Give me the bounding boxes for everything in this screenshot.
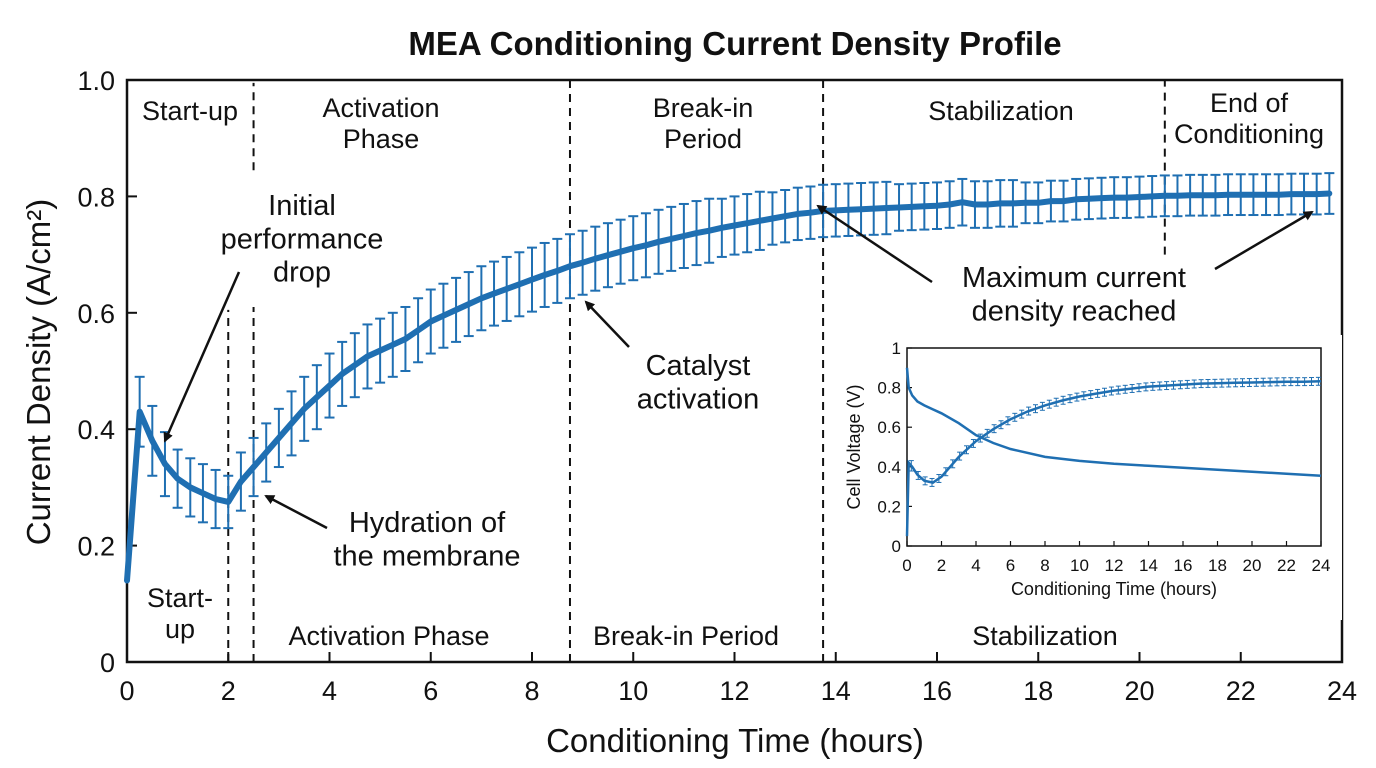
inset-x-tick-label: 18 <box>1208 556 1227 575</box>
x-tick-label: 20 <box>1124 676 1154 706</box>
phase-label-bottom: Stabilization <box>972 621 1118 651</box>
inset-x-axis-label: Conditioning Time (hours) <box>1011 579 1217 599</box>
y-tick-label: 0.6 <box>77 299 115 329</box>
inset-x-tick-label: 24 <box>1312 556 1331 575</box>
y-tick-label: 0 <box>100 648 115 678</box>
x-axis-label: Conditioning Time (hours) <box>546 722 924 759</box>
inset-plot: 0 2 4 6 8 10 12 14 16 18 20 22 24 00.20.40.60.81 Con… <box>832 335 1342 620</box>
x-tick-label: 2 <box>221 676 236 706</box>
phase-label-bottom: Break-in Period <box>593 621 779 651</box>
x-tick-label: 0 <box>119 676 134 706</box>
y-tick-label: 1.0 <box>77 66 115 96</box>
inset-x-tick-label: 10 <box>1070 556 1089 575</box>
annotation-arrow <box>163 271 241 443</box>
annotation-arrow <box>1214 210 1314 271</box>
annotation-text: Hydration of the membrane <box>334 507 521 572</box>
inset-y-axis-label: Cell Voltage (V) <box>844 384 864 509</box>
phase-labels: Start-up Activation Phase Break-in Period Sta… <box>142 88 1324 651</box>
inset-y-tick-label: 0 <box>892 537 901 556</box>
y-tick-label: 0.8 <box>77 182 115 212</box>
x-axis: 0 2 4 6 8 10 12 14 16 18 20 22 24 <box>119 652 1357 706</box>
phase-label-top: Stabilization <box>928 96 1074 126</box>
phase-label-top: Start-up <box>142 96 238 126</box>
inset-x-tick-label: 0 <box>902 556 911 575</box>
inset-x-tick-label: 16 <box>1174 556 1193 575</box>
inset-y-axis: 0 0.2 0.4 0.6 0.8 1 <box>877 339 912 556</box>
inset-x-tick-label: 8 <box>1040 556 1049 575</box>
inset-x-tick-label: 12 <box>1105 556 1124 575</box>
inset-y-tick-label: 0.2 <box>877 497 901 516</box>
x-tick-label: 12 <box>719 676 749 706</box>
y-axis: 0 0.2 0.4 0.6 0.8 1.0 <box>77 66 137 678</box>
phase-label-top: End of Conditioning <box>1174 88 1324 149</box>
x-tick-label: 18 <box>1023 676 1053 706</box>
x-tick-label: 24 <box>1327 676 1357 706</box>
phase-label-top: Break-in Period <box>653 93 754 154</box>
inset-y-tick-label: 0.6 <box>877 418 901 437</box>
phase-label-bottom: Activation Phase <box>288 621 489 651</box>
inset-voltage-rise-line <box>905 380 1322 537</box>
phase-label-top: Activation Phase <box>322 93 439 154</box>
inset-y-tick-label: 0.4 <box>877 458 901 477</box>
inset-x-tick-label: 22 <box>1277 556 1296 575</box>
annotations: Initial performance drop Hydration of the me… <box>163 190 1314 572</box>
annotation-arrow <box>816 204 933 284</box>
current-density-series-line <box>124 190 1333 584</box>
annotation-text: Maximum current density reached <box>962 262 1186 327</box>
phase-boundaries <box>227 80 1166 662</box>
inset-x-tick-label: 4 <box>971 556 980 575</box>
inset-x-tick-label: 2 <box>937 556 946 575</box>
x-tick-label: 4 <box>322 676 337 706</box>
y-tick-label: 0.4 <box>77 415 115 445</box>
y-tick-label: 0.2 <box>77 532 115 562</box>
main-plot: 0 2 4 6 8 10 12 14 16 18 20 22 24 00.20.40.60.81.0 S… <box>77 66 1357 706</box>
x-tick-label: 16 <box>922 676 952 706</box>
chart-title: MEA Conditioning Current Density Profile <box>408 25 1061 62</box>
x-tick-label: 10 <box>618 676 648 706</box>
inset-x-axis: 0 2 4 6 8 10 12 14 16 18 20 22 24 <box>902 541 1330 575</box>
inset-voltage-decay-line <box>905 367 1322 477</box>
inset-y-tick-label: 1 <box>892 339 901 358</box>
inset-x-tick-label: 6 <box>1006 556 1015 575</box>
x-tick-label: 14 <box>821 676 851 706</box>
x-tick-label: 6 <box>423 676 438 706</box>
y-axis-label: Current Density (A/cm²) <box>20 199 57 546</box>
inset-x-tick-label: 14 <box>1139 556 1158 575</box>
annotation-text: Catalyst activation <box>637 350 760 415</box>
inset-x-tick-label: 20 <box>1243 556 1262 575</box>
annotation-arrow <box>264 494 328 530</box>
annotation-arrow <box>584 300 630 348</box>
x-tick-label: 22 <box>1226 676 1256 706</box>
phase-label-bottom: Start-up <box>147 583 213 644</box>
x-tick-label: 8 <box>524 676 539 706</box>
annotation-text: Initial performance drop <box>221 190 384 289</box>
inset-y-tick-label: 0.8 <box>877 379 901 398</box>
